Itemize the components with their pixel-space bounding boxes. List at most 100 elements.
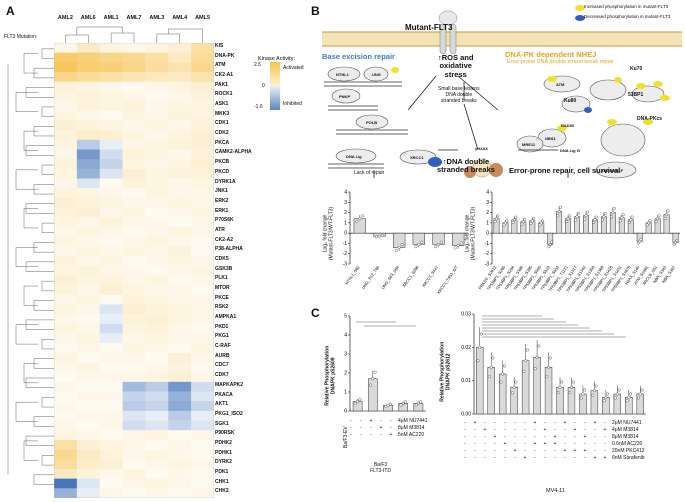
small-lesions-text: Small base lesions DNA double stranded b… bbox=[438, 86, 480, 104]
treatment-cell: - bbox=[524, 448, 526, 454]
heatmap-cell bbox=[191, 285, 214, 296]
treatment-cell: + bbox=[603, 427, 607, 433]
data-point bbox=[584, 214, 588, 218]
heatmap-cell bbox=[99, 139, 123, 150]
heatmap-cell bbox=[168, 401, 192, 412]
heatmap-cell bbox=[54, 401, 78, 412]
y-tick-label: 0 bbox=[486, 231, 489, 237]
c-right-ylabel-wrap: Relative Phosphorylation DNAPK pS2612 bbox=[439, 326, 452, 416]
heatmap-cell bbox=[76, 207, 101, 218]
heatmap-cell bbox=[191, 217, 214, 228]
heatmap-cell bbox=[145, 275, 169, 286]
heatmap-cell bbox=[99, 91, 123, 102]
heatmap-cell bbox=[54, 275, 78, 286]
bar bbox=[533, 357, 541, 415]
treatment-cell: - bbox=[594, 427, 596, 433]
heatmap-cell bbox=[191, 255, 214, 266]
heatmap-row-label: P38-ALPHA bbox=[215, 246, 243, 253]
heatmap-cell bbox=[99, 207, 123, 218]
heatmap-cell bbox=[54, 110, 78, 121]
y-tick-label: 4 bbox=[486, 190, 489, 196]
heatmap-cell bbox=[54, 72, 78, 83]
heatmap-cell bbox=[76, 343, 101, 354]
data-point bbox=[581, 392, 585, 396]
treatment-cell: - bbox=[360, 425, 362, 431]
data-point bbox=[414, 403, 418, 407]
heatmap-cell bbox=[122, 265, 146, 276]
col-dendrogram-branch bbox=[110, 32, 135, 43]
heatmap-cell bbox=[168, 110, 192, 121]
y-tick-label: -1 bbox=[343, 241, 348, 247]
dendrogram-branch bbox=[41, 339, 54, 350]
treatment-cell: - bbox=[564, 427, 566, 433]
heatmap-row-label: ATM bbox=[215, 62, 226, 69]
heatmap-cell bbox=[168, 420, 192, 431]
heatmap-cell bbox=[76, 159, 101, 170]
heatmap-cell bbox=[99, 101, 123, 112]
panel-b-letter: B bbox=[311, 4, 320, 18]
data-point bbox=[647, 221, 651, 225]
treatment-cell: - bbox=[554, 427, 556, 433]
heatmap-cell bbox=[99, 449, 123, 460]
heatmap-row-label: MKK3 bbox=[215, 110, 230, 117]
treatment-cell: - bbox=[514, 455, 516, 461]
mre11-icon bbox=[516, 135, 544, 153]
data-point bbox=[621, 213, 625, 217]
heatmap-column-label: AML6 bbox=[80, 15, 96, 21]
heatmap-cell bbox=[54, 488, 78, 498]
y-tick-label: 4 bbox=[344, 333, 347, 339]
treatment-cell: + bbox=[493, 434, 497, 440]
x-tick-label: XRCC1_S266 bbox=[401, 264, 420, 288]
heatmap-cell bbox=[54, 149, 78, 160]
treatment-cell: - bbox=[584, 427, 586, 433]
heatmap-cell bbox=[99, 391, 123, 402]
data-point bbox=[384, 404, 388, 408]
heatmap-cell bbox=[76, 285, 101, 296]
heatmap-cell bbox=[168, 101, 192, 112]
heatmap-cell bbox=[99, 72, 123, 83]
heatmap-cell bbox=[122, 43, 146, 53]
heatmap-cell bbox=[54, 207, 78, 218]
heatmap-cell bbox=[145, 168, 169, 179]
heatmap-row-label: CAMK2-ALPHA bbox=[215, 149, 252, 156]
treatment-cell: + bbox=[523, 455, 527, 461]
heatmap-cell bbox=[145, 120, 169, 131]
heatmap-row-label: PDHK1 bbox=[215, 449, 232, 456]
treatment-cell: - bbox=[554, 448, 556, 454]
heatmap-cell bbox=[99, 333, 123, 344]
heatmap-cell bbox=[99, 343, 123, 354]
data-point bbox=[478, 345, 482, 349]
heatmap-cell bbox=[122, 314, 146, 325]
heatmap-cell bbox=[76, 139, 101, 150]
heatmap-cell bbox=[122, 217, 146, 228]
heatmap-cell bbox=[191, 468, 214, 479]
data-point bbox=[493, 220, 497, 224]
heatmap-row-label: PKG1 bbox=[215, 333, 229, 340]
protein-label-dna-lig-iv: DNA Lig IV bbox=[560, 148, 581, 153]
treatment-cell: - bbox=[464, 455, 466, 461]
data-point bbox=[375, 235, 379, 239]
data-point bbox=[592, 220, 596, 224]
heatmap-cell bbox=[168, 159, 192, 170]
heatmap-row-label: ERK1 bbox=[215, 207, 229, 214]
dendrogram-branch bbox=[41, 280, 54, 292]
treatment-cell: - bbox=[574, 455, 576, 461]
heatmap-cell bbox=[76, 255, 101, 266]
ber-title: Base excision repair bbox=[322, 52, 395, 61]
heatmap-cell bbox=[54, 130, 78, 141]
heatmap-cell bbox=[122, 430, 146, 441]
treatment-cell: - bbox=[380, 418, 382, 424]
heatmap-cell bbox=[54, 188, 78, 199]
heatmap-cell bbox=[54, 294, 78, 305]
heatmap-cell bbox=[54, 246, 78, 257]
heatmap-cell bbox=[145, 178, 169, 189]
heatmap-cell bbox=[168, 207, 192, 218]
data-point bbox=[380, 234, 384, 238]
treatment-label: 20nM PKC412 bbox=[612, 448, 645, 454]
heatmap-cell bbox=[145, 197, 169, 208]
heatmap-cell bbox=[122, 478, 146, 489]
treatment-cell: - bbox=[464, 448, 466, 454]
treatment-cell: - bbox=[554, 455, 556, 461]
heatmap-row-label: MTOR bbox=[215, 285, 230, 292]
heatmap-row-label: CDK5 bbox=[215, 255, 229, 262]
